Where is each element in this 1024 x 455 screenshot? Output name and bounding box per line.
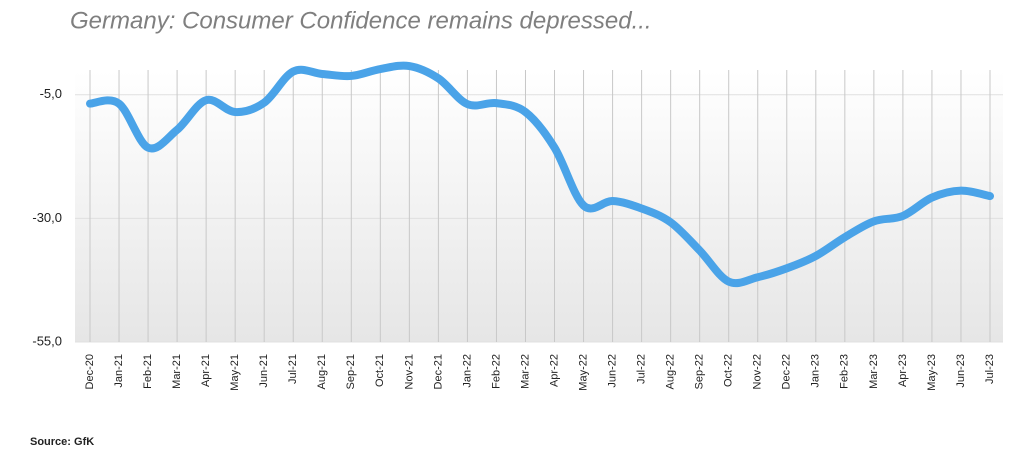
x-tick-label: Jan-23 [810, 354, 822, 388]
x-tick-label: Mar-23 [868, 354, 880, 389]
x-tick-label: Oct-22 [723, 354, 735, 387]
x-tick-label: Nov-22 [752, 354, 764, 389]
x-tick-label: May-21 [229, 354, 241, 391]
x-tick-label: Jun-21 [258, 354, 270, 388]
plot-area [75, 70, 1003, 342]
x-tick-label: Jul-23 [984, 354, 996, 384]
x-tick-label: Jan-21 [113, 354, 125, 388]
x-tick-label: Apr-21 [200, 354, 212, 387]
x-tick-label: Mar-22 [519, 354, 531, 389]
x-tick-label: Jun-23 [955, 354, 967, 388]
chart-title: Germany: Consumer Confidence remains dep… [70, 7, 652, 34]
x-tick-label: Aug-22 [665, 354, 677, 389]
x-tick-label: Sep-22 [694, 354, 706, 389]
x-tick-label: Sep-21 [345, 354, 357, 389]
x-tick-label: Feb-22 [490, 354, 502, 389]
source: Source: GfK [30, 436, 94, 448]
series-line [86, 61, 994, 288]
x-tick-label: Jan-22 [461, 354, 473, 388]
x-tick-label: May-23 [926, 354, 938, 391]
x-tick-label: Jun-22 [606, 354, 618, 388]
x-tick-label: Oct-21 [374, 354, 386, 387]
x-tick-label: Mar-21 [171, 354, 183, 389]
x-tick-label: Apr-23 [897, 354, 909, 387]
y-tick-label: -5,0 [40, 86, 62, 101]
y-tick-label: -30,0 [32, 210, 62, 225]
x-tick-label: Aug-21 [316, 354, 328, 389]
x-tick-label: Feb-23 [839, 354, 851, 389]
x-tick-label: Jul-22 [636, 354, 648, 384]
x-tick-label: Dec-20 [84, 354, 96, 389]
y-tick-label: -55,0 [32, 333, 62, 348]
x-tick-label: Feb-21 [142, 354, 154, 389]
x-tick-label: May-22 [577, 354, 589, 391]
x-tick-label: Dec-22 [781, 354, 793, 389]
x-tick-label: Dec-21 [432, 354, 444, 389]
x-tick-label: Nov-21 [403, 354, 415, 389]
x-tick-label: Jul-21 [287, 354, 299, 384]
x-tick-label: Apr-22 [548, 354, 560, 387]
